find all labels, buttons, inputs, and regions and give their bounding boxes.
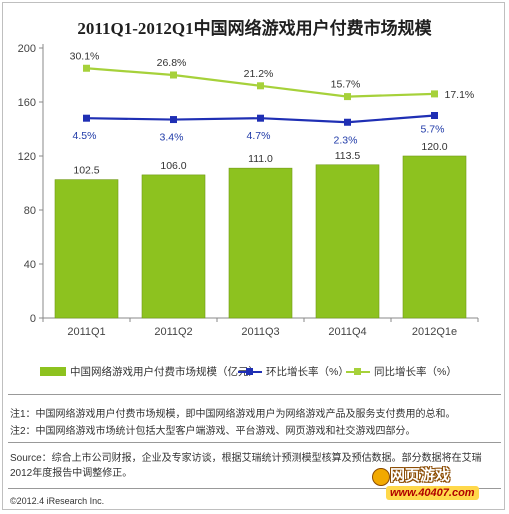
bar: [402, 155, 467, 319]
legend-swatch-bar: [40, 367, 66, 376]
note-2: 注2：中国网络游戏市场统计包括大型客户端游戏、平台游戏、网页游戏和社交游戏四部分…: [10, 426, 416, 437]
copyright: ©2012.4 iResearch Inc.: [10, 496, 105, 506]
x-tick-label: 2011Q4: [328, 326, 366, 338]
bar-value-label: 111.0: [248, 153, 273, 165]
legend-item-yoy: 同比增长率（%）: [346, 364, 457, 379]
x-tick-label: 2011Q1: [67, 326, 105, 338]
chart-title: 2011Q1-2012Q1中国网络游戏用户付费市场规模: [77, 19, 432, 38]
line-point: [431, 90, 438, 98]
line-point: [257, 82, 264, 90]
line-point-label: 26.8%: [157, 57, 187, 69]
line-point-label: 2.3%: [334, 134, 358, 146]
y-tick-label: 0: [30, 313, 36, 325]
watermark-title: 网页游戏: [390, 467, 451, 484]
line-point-label: 5.7%: [421, 124, 445, 136]
y-tick-label: 200: [18, 43, 36, 55]
line-point-label: 17.1%: [445, 89, 475, 101]
legend-item-qoq: 环比增长率（%）: [238, 364, 349, 379]
line-point: [344, 118, 351, 126]
line-point: [83, 114, 90, 122]
legend-label-yoy: 同比增长率（%）: [374, 366, 457, 378]
watermark-url: www.40407.com: [386, 486, 479, 500]
line-point: [83, 64, 90, 72]
line-point-label: 15.7%: [331, 79, 361, 91]
bar-value-label: 120.0: [421, 141, 447, 153]
line-point-label: 4.7%: [247, 130, 271, 142]
legend-swatch-green-line: [346, 367, 370, 375]
y-tick-label: 160: [18, 97, 36, 109]
y-tick-label: 80: [24, 205, 36, 217]
chart-frame: [2, 2, 505, 510]
divider-top: [8, 394, 501, 395]
line-point: [431, 112, 438, 119]
note-1: 注1：中国网络游戏用户付费市场规模，即中国网络游戏用户为网络游戏产品及服务支付费…: [10, 409, 456, 420]
watermark-emblem-icon: [372, 468, 390, 486]
divider-middle: [8, 442, 501, 443]
x-tick-label: 2012Q1e: [412, 326, 457, 338]
legend-label-market-size: 中国网络游戏用户付费市场规模（亿元）: [70, 366, 259, 378]
legend-label-qoq: 环比增长率（%）: [266, 366, 349, 378]
bar-value-label: 113.5: [335, 150, 361, 162]
line-point: [170, 71, 177, 79]
source-note: Source：综合上市公司财报，企业及专家访谈，根据艾瑞统计预测模型核算及预估数…: [10, 453, 482, 479]
bar-value-label: 102.5: [73, 165, 99, 177]
legend-item-market-size: 中国网络游戏用户付费市场规模（亿元）: [40, 364, 259, 379]
x-tick-label: 2011Q2: [154, 326, 192, 338]
line-point-label: 21.2%: [244, 68, 274, 80]
line-point: [170, 116, 177, 124]
bar: [315, 164, 380, 319]
divider-bottom: [8, 488, 501, 489]
line-point-label: 30.1%: [70, 50, 100, 62]
line-point-label: 3.4%: [160, 132, 184, 144]
legend-swatch-blue-line: [238, 367, 262, 375]
bar: [228, 167, 293, 319]
x-tick-label: 2011Q3: [241, 326, 279, 338]
line-point: [257, 114, 264, 122]
chart-legend: 中国网络游戏用户付费市场规模（亿元） 环比增长率（%） 同比增长率（%）: [20, 364, 490, 380]
line-point-label: 4.5%: [73, 130, 97, 142]
bar-value-label: 106.0: [160, 160, 186, 172]
line-point: [344, 93, 351, 101]
bar: [141, 174, 206, 319]
watermark-logo: 网页游戏 www.40407.com: [372, 464, 504, 508]
y-tick-label: 40: [24, 259, 36, 271]
y-tick-label: 120: [18, 151, 36, 163]
bar: [54, 179, 119, 319]
